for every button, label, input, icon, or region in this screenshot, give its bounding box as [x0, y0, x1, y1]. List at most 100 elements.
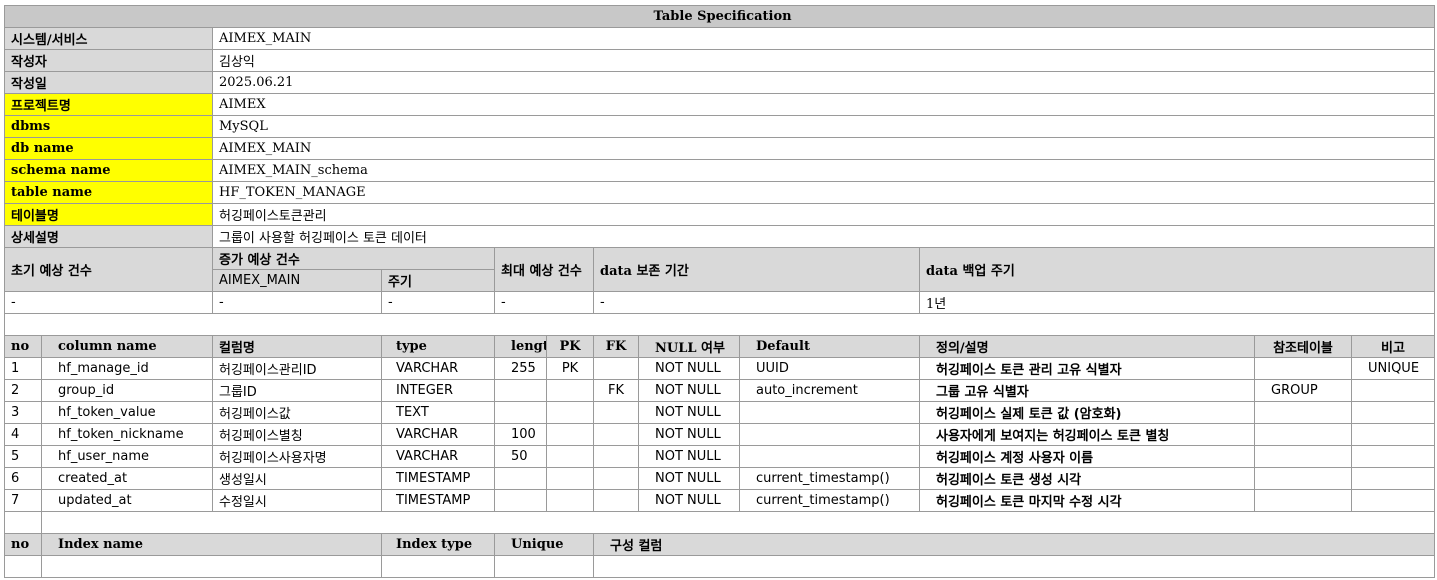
cell-ref-table: GROUP — [1254, 379, 1352, 402]
growth-main-value: - — [212, 291, 382, 314]
meta-row: 시스템/서비스 AIMEX_MAIN — [4, 27, 1436, 50]
index-cell-columns — [592, 555, 1436, 578]
meta-value: AIMEX — [211, 93, 1436, 116]
cell-description: 허깅페이스 토큰 생성 시각 — [919, 467, 1255, 490]
cell-default: auto_increment — [739, 379, 920, 402]
cell-default: current_timestamp() — [739, 489, 920, 512]
cell-kor-name: 허깅페이스값 — [212, 401, 382, 424]
table-row: 1 hf_manage_id 허깅페이스관리ID VARCHAR 255 PK … — [4, 357, 1436, 380]
index-header-name: Index name — [41, 533, 382, 556]
cell-fk — [593, 467, 639, 490]
cell-pk: PK — [546, 357, 594, 380]
col-header-nullable: NULL 여부 — [638, 335, 740, 358]
cell-pk — [546, 489, 594, 512]
meta-row: 작성자 김상익 — [4, 49, 1436, 72]
cell-note — [1350, 379, 1436, 402]
cell-no: 6 — [4, 467, 42, 490]
index-cell-type — [381, 555, 495, 578]
cell-nullable: NOT NULL — [638, 445, 740, 468]
volume-header-row: 초기 예상 건수 증가 예상 건수 최대 예상 건수 data 보존 기간 da… — [4, 247, 1436, 292]
cell-length: 255 — [494, 357, 547, 380]
index-header-row: no Index name Index type Unique 구성 컬럼 — [4, 533, 1436, 556]
backup-cycle-label: data 백업 주기 — [918, 247, 1436, 292]
growth-cycle-label: 주기 — [381, 269, 495, 292]
cell-kor-name: 그룹ID — [212, 379, 382, 402]
initial-count-value: - — [4, 291, 213, 314]
cell-type: TEXT — [381, 401, 495, 424]
cell-pk — [546, 423, 594, 446]
backup-cycle-value: 1년 — [918, 291, 1436, 314]
cell-kor-name: 허깅페이스사용자명 — [212, 445, 382, 468]
cell-ref-table — [1254, 445, 1352, 468]
cell-length — [494, 379, 547, 402]
cell-ref-table — [1254, 467, 1352, 490]
meta-row: table name HF_TOKEN_MANAGE — [4, 181, 1436, 204]
meta-label: table name — [4, 181, 213, 204]
col-header-fk: FK — [593, 335, 639, 358]
cell-note — [1350, 401, 1436, 424]
index-header-unique: Unique — [494, 533, 594, 556]
meta-value: AIMEX_MAIN — [211, 137, 1436, 160]
index-header-type: Index type — [381, 533, 495, 556]
sheet-title: Table Specification — [3, 5, 1436, 28]
table-row: 4 hf_token_nickname 허깅페이스별칭 VARCHAR 100 … — [4, 423, 1436, 446]
cell-ref-table — [1254, 489, 1352, 512]
cell-no: 7 — [4, 489, 42, 512]
col-header-column-name: column name — [41, 335, 213, 358]
cell-default: UUID — [739, 357, 920, 380]
spacer-cell — [4, 511, 42, 534]
cell-fk — [593, 423, 639, 446]
cell-type: TIMESTAMP — [381, 489, 495, 512]
spacer-row — [3, 313, 1436, 336]
cell-length: 100 — [494, 423, 547, 446]
growth-cycle-value: - — [381, 291, 495, 314]
col-header-description: 정의/설명 — [919, 335, 1255, 358]
cell-length — [494, 467, 547, 490]
spacer-cell — [3, 313, 1436, 336]
cell-no: 3 — [4, 401, 42, 424]
meta-value: AIMEX_MAIN_schema — [211, 159, 1436, 182]
cell-pk — [546, 379, 594, 402]
col-header-kor-name: 컬럼명 — [212, 335, 382, 358]
retention-value: - — [593, 291, 920, 314]
cell-length — [494, 489, 547, 512]
col-header-default: Default — [739, 335, 920, 358]
cell-column-name: hf_token_nickname — [41, 423, 213, 446]
index-cell-no — [4, 555, 42, 578]
meta-row: schema name AIMEX_MAIN_schema — [4, 159, 1436, 182]
cell-type: VARCHAR — [381, 357, 495, 380]
spacer-cell — [40, 511, 1436, 534]
cell-note — [1350, 467, 1436, 490]
meta-row: db name AIMEX_MAIN — [4, 137, 1436, 160]
cell-nullable: NOT NULL — [638, 489, 740, 512]
cell-no: 1 — [4, 357, 42, 380]
col-header-length: length — [494, 335, 547, 358]
cell-description: 허깅페이스 토큰 마지막 수정 시각 — [919, 489, 1255, 512]
col-header-pk: PK — [546, 335, 594, 358]
cell-description: 허깅페이스 실제 토큰 값 (암호화) — [919, 401, 1255, 424]
meta-value: 김상익 — [211, 49, 1436, 72]
cell-type: VARCHAR — [381, 423, 495, 446]
cell-default — [739, 423, 920, 446]
meta-value: 그룹이 사용할 허깅페이스 토큰 데이터 — [211, 225, 1436, 248]
table-row: 5 hf_user_name 허깅페이스사용자명 VARCHAR 50 NOT … — [4, 445, 1436, 468]
cell-nullable: NOT NULL — [638, 379, 740, 402]
cell-description: 허깅페이스 토큰 관리 고유 식별자 — [919, 357, 1255, 380]
meta-label: 상세설명 — [4, 225, 213, 248]
meta-value: AIMEX_MAIN — [211, 27, 1436, 50]
cell-type: TIMESTAMP — [381, 467, 495, 490]
cell-description: 허깅페이스 계정 사용자 이름 — [919, 445, 1255, 468]
cell-column-name: hf_user_name — [41, 445, 213, 468]
cell-no: 2 — [4, 379, 42, 402]
cell-nullable: NOT NULL — [638, 401, 740, 424]
cell-kor-name: 허깅페이스별칭 — [212, 423, 382, 446]
cell-length: 50 — [494, 445, 547, 468]
meta-value: 2025.06.21 — [211, 71, 1436, 94]
cell-type: VARCHAR — [381, 445, 495, 468]
cell-no: 5 — [4, 445, 42, 468]
table-spec-sheet: Table Specification 시스템/서비스 AIMEX_MAIN 작… — [3, 5, 1436, 578]
retention-label: data 보존 기간 — [593, 247, 920, 292]
index-row — [4, 555, 1436, 578]
cell-ref-table — [1254, 357, 1352, 380]
meta-label: 시스템/서비스 — [4, 27, 213, 50]
